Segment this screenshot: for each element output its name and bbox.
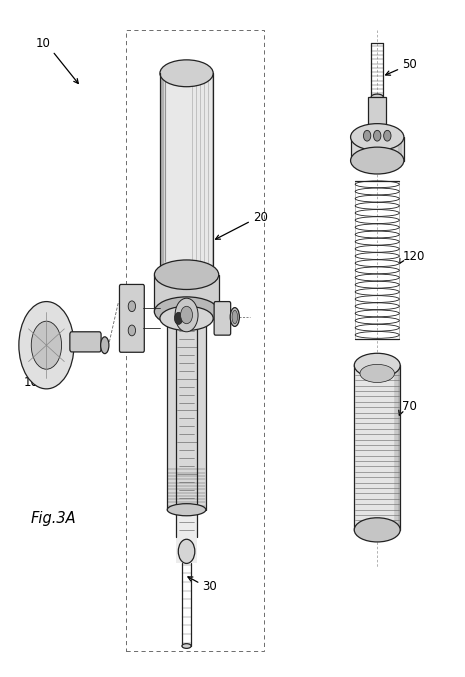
Circle shape (180, 306, 193, 324)
Ellipse shape (154, 260, 219, 290)
Text: 30: 30 (203, 580, 217, 594)
Bar (154, 275, 219, 311)
Bar (176, 311, 197, 563)
Ellipse shape (160, 60, 213, 87)
Circle shape (128, 325, 136, 336)
Ellipse shape (360, 364, 394, 383)
Ellipse shape (167, 504, 206, 516)
Ellipse shape (230, 307, 239, 326)
Ellipse shape (31, 321, 61, 369)
Bar (167, 309, 206, 510)
Circle shape (178, 540, 195, 563)
Bar (354, 366, 400, 530)
Ellipse shape (371, 94, 383, 100)
Text: 120: 120 (403, 250, 425, 263)
Text: Fig.3A: Fig.3A (30, 511, 76, 526)
Text: 10: 10 (36, 37, 51, 49)
Text: 70: 70 (402, 401, 417, 414)
FancyBboxPatch shape (70, 332, 101, 352)
Ellipse shape (232, 310, 238, 324)
Circle shape (364, 131, 371, 141)
Ellipse shape (182, 644, 191, 649)
Ellipse shape (19, 301, 74, 389)
Ellipse shape (351, 124, 404, 150)
Bar (351, 137, 404, 160)
Circle shape (384, 131, 391, 141)
Circle shape (175, 298, 198, 332)
Circle shape (128, 301, 136, 311)
Text: 20: 20 (253, 211, 268, 224)
Ellipse shape (354, 353, 400, 378)
Bar (126, 30, 264, 651)
Ellipse shape (154, 297, 219, 326)
Circle shape (174, 312, 183, 324)
Ellipse shape (160, 261, 213, 288)
Ellipse shape (354, 518, 400, 542)
FancyBboxPatch shape (214, 301, 231, 335)
Circle shape (373, 131, 381, 141)
Ellipse shape (100, 337, 109, 353)
Text: 50: 50 (403, 58, 417, 71)
Ellipse shape (351, 147, 404, 174)
Bar (368, 97, 386, 137)
Text: 100: 100 (23, 376, 46, 389)
FancyBboxPatch shape (120, 284, 144, 352)
Bar (160, 73, 213, 275)
Ellipse shape (160, 306, 213, 330)
